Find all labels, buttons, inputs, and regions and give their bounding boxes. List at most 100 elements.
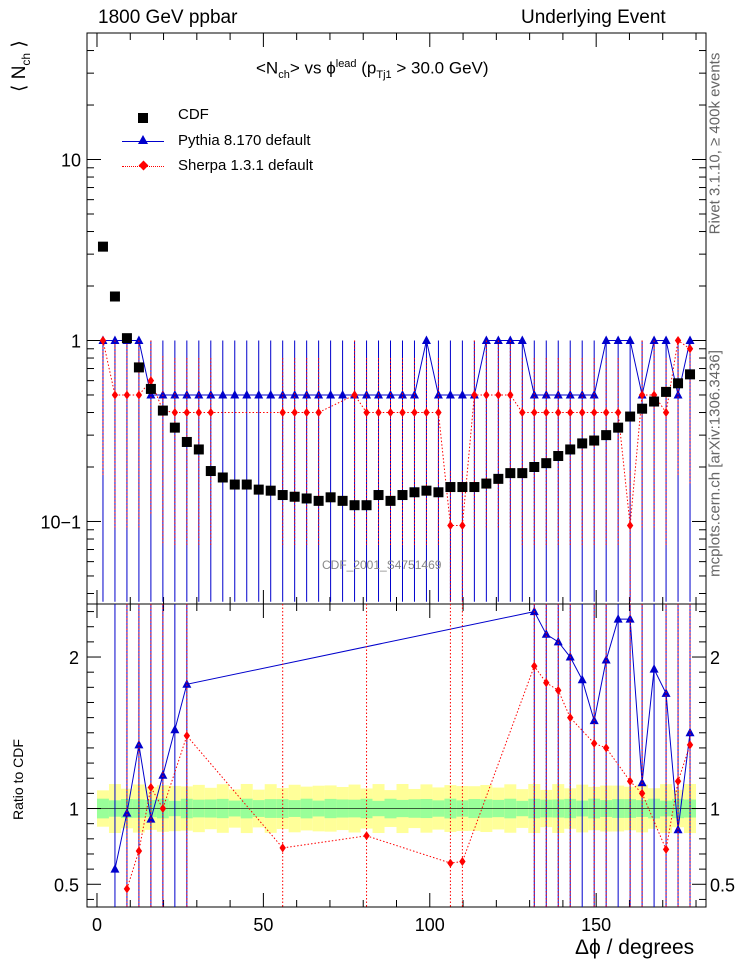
cdf-point [217, 472, 228, 483]
cdf-point [505, 468, 516, 479]
pythia-point [421, 335, 431, 344]
sherpa-point [602, 408, 610, 418]
cdf-point [577, 438, 588, 449]
sherpa-point [411, 408, 418, 418]
cdf-point [565, 444, 576, 455]
pythia-point [649, 335, 659, 344]
sherpa-point [111, 390, 119, 400]
cdf-point [205, 466, 216, 477]
y-tick-label: 0.5 [54, 875, 79, 895]
cdf-point [529, 461, 540, 472]
cdf-point [493, 473, 504, 484]
sherpa-ratio-point [147, 782, 155, 792]
header-right: Underlying Event [521, 7, 666, 28]
plot-title: <Nch> vs ϕlead (pTj1 > 30.0 GeV) [256, 58, 489, 82]
mcplots-label: mcplots.cern.ch [arXiv:1306.3436] [706, 350, 724, 577]
x-tick-label: 50 [253, 915, 273, 935]
pythia-point [218, 389, 228, 399]
pythia-point [326, 389, 336, 399]
cdf-point [265, 485, 276, 496]
pythia-point [493, 335, 503, 344]
sherpa-point [614, 408, 622, 418]
legend-marker-sherpa [138, 160, 149, 171]
cdf-point [613, 422, 624, 433]
y-tick-label: 0.5 [710, 875, 735, 895]
x-tick-label: 150 [581, 915, 611, 935]
cdf-point [157, 405, 168, 416]
cdf-point [277, 490, 288, 501]
rivet-label: Rivet 3.1.10, ≥ 400k events [706, 52, 724, 235]
sherpa-point [471, 390, 478, 400]
cdf-point [649, 396, 660, 407]
cdf-point [193, 444, 204, 455]
sherpa-ratio-point [363, 831, 370, 841]
cdf-point [673, 378, 684, 389]
sherpa-ratio-point [543, 678, 550, 688]
cdf-point [349, 500, 360, 511]
cdf-point [109, 291, 120, 302]
sherpa-point [291, 408, 298, 418]
sherpa-ratio-point [674, 776, 682, 786]
pythia-ratio-point [182, 679, 192, 688]
legend-marker-cdf [138, 113, 148, 123]
cdf-point [517, 468, 528, 479]
pythia-ratio-point [565, 652, 575, 661]
sherpa-point [531, 408, 538, 418]
cdf-point [661, 386, 672, 397]
sherpa-ratio-point [183, 731, 191, 741]
sherpa-point [543, 408, 550, 418]
pythia-point [110, 335, 120, 344]
axes-frame: 0 50 100 150 10−1 1 10 0.5 0.5 1 1 2 2 [40, 32, 735, 935]
sherpa-point [123, 390, 131, 400]
cdf-point [385, 495, 396, 506]
cdf-point [637, 403, 648, 414]
sherpa-ratio-point [159, 804, 167, 814]
sherpa-point [99, 335, 107, 345]
cdf-point [361, 500, 372, 511]
sherpa-point [375, 408, 382, 418]
pythia-point [613, 335, 623, 344]
pythia-point [517, 335, 527, 344]
cdf-point [121, 333, 132, 344]
data-series [97, 241, 696, 907]
pythia-point [661, 335, 671, 344]
sherpa-point [507, 390, 514, 400]
legend-label-pythia: Pythia 8.170 default [178, 132, 311, 149]
legend-marker-pythia [138, 135, 148, 144]
sherpa-point [363, 408, 370, 418]
sherpa-point [495, 390, 502, 400]
sherpa-ratio-point [135, 846, 143, 856]
cdf-point [289, 491, 300, 502]
cdf-point [625, 411, 636, 422]
y-tick-label: 1 [71, 331, 81, 351]
sherpa-point [183, 408, 191, 418]
sherpa-point [315, 408, 322, 418]
x-tick-label: 0 [92, 915, 102, 935]
ratio-frame [86, 603, 707, 908]
sherpa-point [135, 390, 143, 400]
pythia-point [134, 335, 144, 344]
sherpa-ratio-point [602, 743, 610, 753]
ratio-series-line [126, 665, 691, 889]
cdf-point [301, 493, 312, 504]
sherpa-ratio-point [459, 857, 466, 867]
cdf-point [541, 458, 552, 469]
sherpa-point [303, 408, 310, 418]
sherpa-ratio-point [447, 858, 454, 868]
cdf-point [373, 490, 384, 501]
y-tick-label: 2 [69, 648, 79, 668]
x-tick-label: 100 [415, 915, 445, 935]
pythia-ratio-point [649, 664, 659, 673]
sherpa-point [387, 408, 394, 418]
sherpa-ratio-point [123, 884, 131, 894]
sherpa-point [662, 408, 670, 418]
pythia-ratio-point [541, 629, 551, 638]
x-axis-label: Δϕ / degrees [575, 936, 695, 959]
y-tick-label: 2 [710, 648, 720, 668]
pythia-point [685, 335, 695, 344]
cdf-point [445, 482, 456, 493]
pythia-point [601, 335, 611, 344]
pythia-point [457, 389, 467, 399]
sherpa-point [626, 521, 634, 531]
